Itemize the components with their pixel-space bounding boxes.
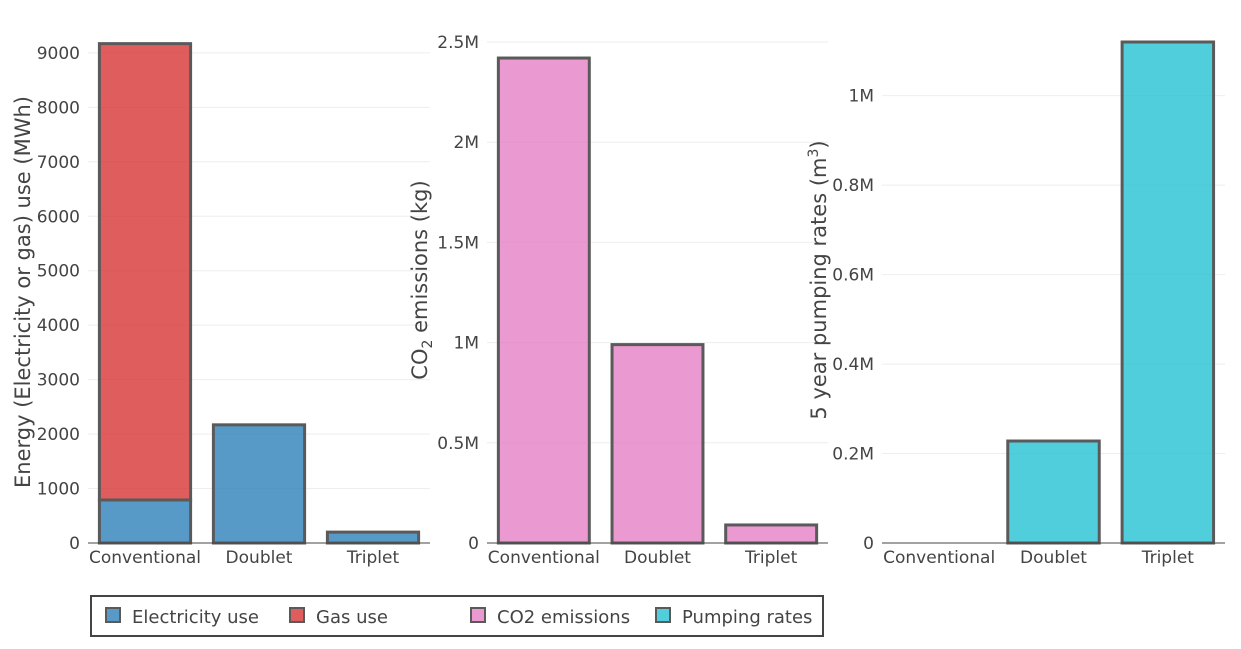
y-tick-label: 8000 bbox=[37, 98, 80, 118]
legend-swatch bbox=[470, 607, 486, 623]
bar-co2-emissions-triplet[interactable] bbox=[724, 523, 819, 545]
y-axis-title: Energy (Electricity or gas) use (MWh) bbox=[11, 96, 35, 488]
y-axis-title: CO2 emissions (kg) bbox=[408, 180, 436, 379]
bar-pumping-rates-doublet[interactable] bbox=[1006, 439, 1101, 545]
y-tick-label: 3000 bbox=[37, 371, 80, 391]
y-tick-label: 1M bbox=[849, 87, 874, 107]
legend-label[interactable]: CO2 emissions bbox=[497, 607, 630, 628]
legend-swatch bbox=[655, 607, 671, 623]
x-tick-label: Conventional bbox=[488, 548, 600, 568]
bar-electricity-use-conventional[interactable] bbox=[97, 498, 193, 545]
x-tick-label: Doublet bbox=[624, 548, 691, 568]
y-tick-label: 1M bbox=[454, 334, 479, 354]
x-tick-label: Doublet bbox=[226, 548, 293, 568]
legend-label[interactable]: Electricity use bbox=[132, 607, 259, 628]
legend-label[interactable]: Pumping rates bbox=[682, 607, 812, 628]
y-tick-label: 0.4M bbox=[832, 355, 874, 375]
legend-swatch bbox=[105, 607, 121, 623]
y-tick-label: 2000 bbox=[37, 425, 80, 445]
x-tick-label: Triplet bbox=[346, 548, 400, 568]
y-tick-label: 9000 bbox=[37, 44, 80, 64]
y-tick-label: 0.5M bbox=[437, 434, 479, 454]
y-tick-label: 2M bbox=[454, 133, 479, 153]
x-tick-label: Conventional bbox=[89, 548, 201, 568]
bar-co2-emissions-conventional[interactable] bbox=[496, 56, 591, 545]
y-tick-label: 7000 bbox=[37, 153, 80, 173]
bar-gas-use-conventional[interactable] bbox=[97, 42, 193, 502]
y-tick-label: 1000 bbox=[37, 480, 80, 500]
y-tick-label: 2.5M bbox=[437, 33, 479, 53]
bar-electricity-use-triplet[interactable] bbox=[325, 530, 421, 545]
legend-label[interactable]: Gas use bbox=[316, 607, 388, 628]
legend-box bbox=[90, 595, 824, 637]
bar-electricity-use-doublet[interactable] bbox=[211, 423, 307, 545]
y-tick-label: 0.2M bbox=[832, 445, 874, 465]
y-tick-label: 6000 bbox=[37, 207, 80, 227]
chart-panel-2: 0 0.5M 1M 1.5M 2M 2.5M Conventional Doublet Trip… bbox=[408, 33, 828, 568]
y-tick-label: 0 bbox=[863, 534, 874, 554]
y-tick-label: 0.6M bbox=[832, 266, 874, 286]
chart-panel-3: 0 0.2M 0.4M 0.6M 0.8M 1M Conventional Doublet Tr… bbox=[806, 40, 1225, 568]
y-tick-label: 0 bbox=[69, 534, 80, 554]
y-tick-label: 0 bbox=[468, 534, 479, 554]
y-tick-label: 5000 bbox=[37, 262, 80, 282]
x-tick-label: Doublet bbox=[1020, 548, 1087, 568]
bar-pumping-rates-triplet[interactable] bbox=[1120, 40, 1216, 545]
bar-co2-emissions-doublet[interactable] bbox=[610, 343, 705, 545]
legend: Electricity use Gas use CO2 emissions Pumpi… bbox=[90, 595, 824, 637]
x-tick-label: Conventional bbox=[883, 548, 995, 568]
y-tick-label: 1.5M bbox=[437, 233, 479, 253]
y-tick-label: 0.8M bbox=[832, 176, 874, 196]
y-tick-label: 4000 bbox=[37, 316, 80, 336]
x-tick-label: Triplet bbox=[744, 548, 798, 568]
y-axis-title: 5 year pumping rates (m3) bbox=[806, 140, 831, 419]
legend-swatch bbox=[289, 607, 305, 623]
chart-panel-1: 0 1000 2000 3000 4000 5000 6000 7000 8000 9000 Con… bbox=[11, 42, 430, 568]
x-tick-label: Triplet bbox=[1141, 548, 1195, 568]
